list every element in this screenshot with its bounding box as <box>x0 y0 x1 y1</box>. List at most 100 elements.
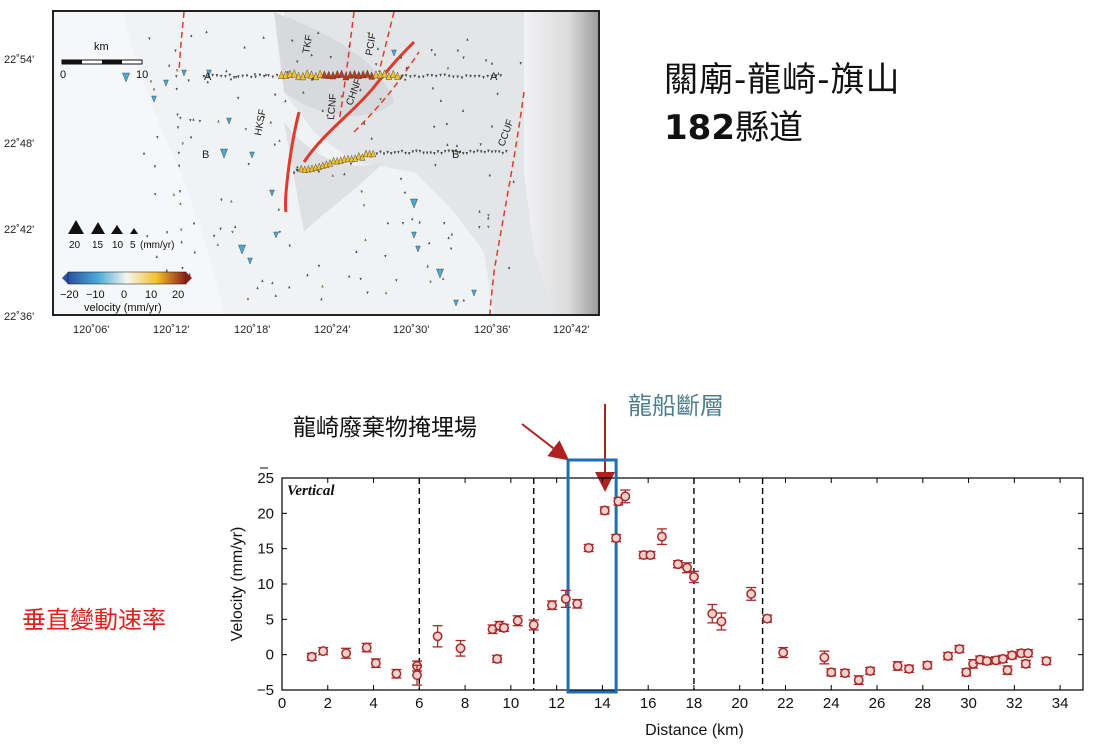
station-marker <box>331 173 334 177</box>
station-marker <box>455 144 459 147</box>
x-tick-label: 2 <box>324 695 332 712</box>
station-marker <box>409 75 412 79</box>
station-marker <box>483 150 487 155</box>
x-tick-label: 4 <box>369 695 377 712</box>
station-marker <box>206 80 209 84</box>
station-marker <box>146 235 149 239</box>
station-marker <box>262 115 266 118</box>
relief-ridge-north <box>274 12 394 116</box>
data-point <box>968 658 979 669</box>
station-marker <box>310 78 314 82</box>
data-point <box>943 651 953 662</box>
station-marker <box>192 117 195 121</box>
station-marker <box>428 241 431 245</box>
station-marker <box>213 234 216 238</box>
x-tick-label: 12 <box>548 695 565 712</box>
station-marker <box>189 119 192 122</box>
data-point <box>391 668 402 679</box>
station-marker <box>359 88 362 92</box>
station-marker <box>379 150 382 154</box>
x-tick-label: 26 <box>869 695 886 712</box>
colorbar-tick-0: 0 <box>121 289 127 301</box>
station-marker <box>382 152 386 156</box>
station-marker <box>426 73 429 78</box>
data-point <box>840 668 850 678</box>
station-marker <box>400 149 404 154</box>
station-marker <box>151 95 157 103</box>
station-marker <box>154 193 157 197</box>
station-marker <box>261 279 264 282</box>
station-marker <box>348 45 351 49</box>
station-marker <box>176 113 179 117</box>
station-marker <box>181 142 184 146</box>
profile-label-a: A <box>204 71 212 83</box>
station-marker <box>321 108 324 112</box>
station-marker <box>206 69 212 77</box>
station-marker <box>484 59 488 63</box>
station-marker <box>329 56 332 60</box>
station-marker <box>299 71 307 81</box>
station-marker <box>461 108 465 112</box>
fault-lines <box>178 12 525 314</box>
fault-west <box>178 12 185 73</box>
station-marker <box>180 240 183 244</box>
station-marker <box>163 79 169 87</box>
station-marker <box>274 293 277 297</box>
station-marker <box>316 69 324 78</box>
x-tick-label: 18 <box>686 695 703 712</box>
legend-value-10: 10 <box>112 240 124 251</box>
lat-tick-2: 22˚48' <box>4 138 35 150</box>
station-marker <box>377 70 384 79</box>
fault-hksf <box>284 111 301 213</box>
profile-label-b-prime: B' <box>452 149 461 161</box>
station-marker <box>413 74 416 78</box>
colorbar-label: velocity (mm/yr) <box>84 302 162 314</box>
station-marker <box>366 291 369 295</box>
data-point <box>645 550 656 560</box>
station-marker <box>262 74 266 79</box>
station-marker <box>122 72 130 83</box>
data-point <box>613 496 624 507</box>
station-marker <box>317 31 320 34</box>
station-marker <box>254 75 257 79</box>
station-marker <box>487 216 490 220</box>
x-tick-label: 22 <box>777 695 794 712</box>
station-marker <box>247 257 253 265</box>
station-marker <box>487 149 490 153</box>
station-marker <box>359 153 366 161</box>
x-tick-label: 34 <box>1052 695 1069 712</box>
data-point <box>1002 665 1013 676</box>
station-marker <box>507 267 511 271</box>
profile-label-a-prime: A' <box>490 71 499 83</box>
station-marker <box>198 119 202 123</box>
station-marker <box>465 152 469 156</box>
station-marker <box>216 243 219 246</box>
data-point <box>778 647 789 658</box>
landfill-arrow <box>521 423 570 461</box>
station-marker <box>393 151 397 155</box>
station-marker <box>404 151 407 156</box>
station-marker <box>149 80 153 84</box>
station-marker <box>334 69 341 79</box>
fault-pcif <box>378 12 395 73</box>
scale-bar: km 0 10 <box>60 41 148 81</box>
station-marker <box>376 47 380 50</box>
station-marker <box>385 291 388 295</box>
station-marker <box>178 190 182 194</box>
station-marker <box>490 124 494 128</box>
data-point <box>432 631 443 642</box>
station-marker <box>153 165 157 169</box>
data-point <box>528 620 539 630</box>
legend-value-20: 20 <box>69 240 81 251</box>
station-marker <box>165 268 168 272</box>
data-point <box>961 667 972 678</box>
relief-ridge-center <box>284 122 384 232</box>
station-marker <box>451 149 454 153</box>
fault-label-pcif: PCIF <box>364 32 379 56</box>
station-marker <box>292 171 296 175</box>
station-marker <box>379 98 382 101</box>
station-marker <box>348 274 351 278</box>
station-marker <box>400 76 403 80</box>
station-marker <box>447 74 451 78</box>
station-marker <box>430 49 433 52</box>
